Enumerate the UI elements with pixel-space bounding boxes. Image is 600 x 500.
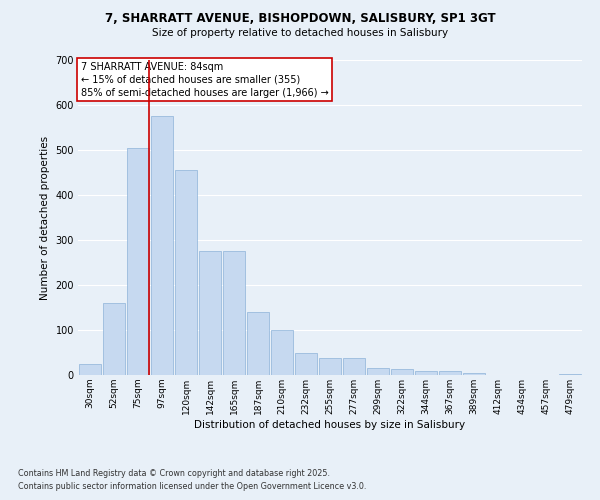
Text: 7, SHARRATT AVENUE, BISHOPDOWN, SALISBURY, SP1 3GT: 7, SHARRATT AVENUE, BISHOPDOWN, SALISBUR… <box>104 12 496 26</box>
Bar <box>127 148 149 375</box>
Bar <box>103 303 125 375</box>
Text: Contains HM Land Registry data © Crown copyright and database right 2025.: Contains HM Land Registry data © Crown c… <box>18 468 330 477</box>
Bar <box>439 372 461 375</box>
Bar <box>247 312 269 375</box>
Bar <box>319 358 341 375</box>
Bar <box>415 370 437 375</box>
Bar <box>199 251 221 375</box>
Y-axis label: Number of detached properties: Number of detached properties <box>40 136 50 300</box>
Bar <box>559 374 581 375</box>
Bar <box>391 369 413 375</box>
Bar <box>367 368 389 375</box>
Bar <box>343 358 365 375</box>
Text: Size of property relative to detached houses in Salisbury: Size of property relative to detached ho… <box>152 28 448 38</box>
Bar <box>463 373 485 375</box>
X-axis label: Distribution of detached houses by size in Salisbury: Distribution of detached houses by size … <box>194 420 466 430</box>
Bar <box>295 354 317 375</box>
Text: 7 SHARRATT AVENUE: 84sqm
← 15% of detached houses are smaller (355)
85% of semi-: 7 SHARRATT AVENUE: 84sqm ← 15% of detach… <box>80 62 328 98</box>
Bar <box>175 170 197 375</box>
Bar <box>79 364 101 375</box>
Bar <box>271 330 293 375</box>
Text: Contains public sector information licensed under the Open Government Licence v3: Contains public sector information licen… <box>18 482 367 491</box>
Bar <box>151 116 173 375</box>
Bar <box>223 251 245 375</box>
